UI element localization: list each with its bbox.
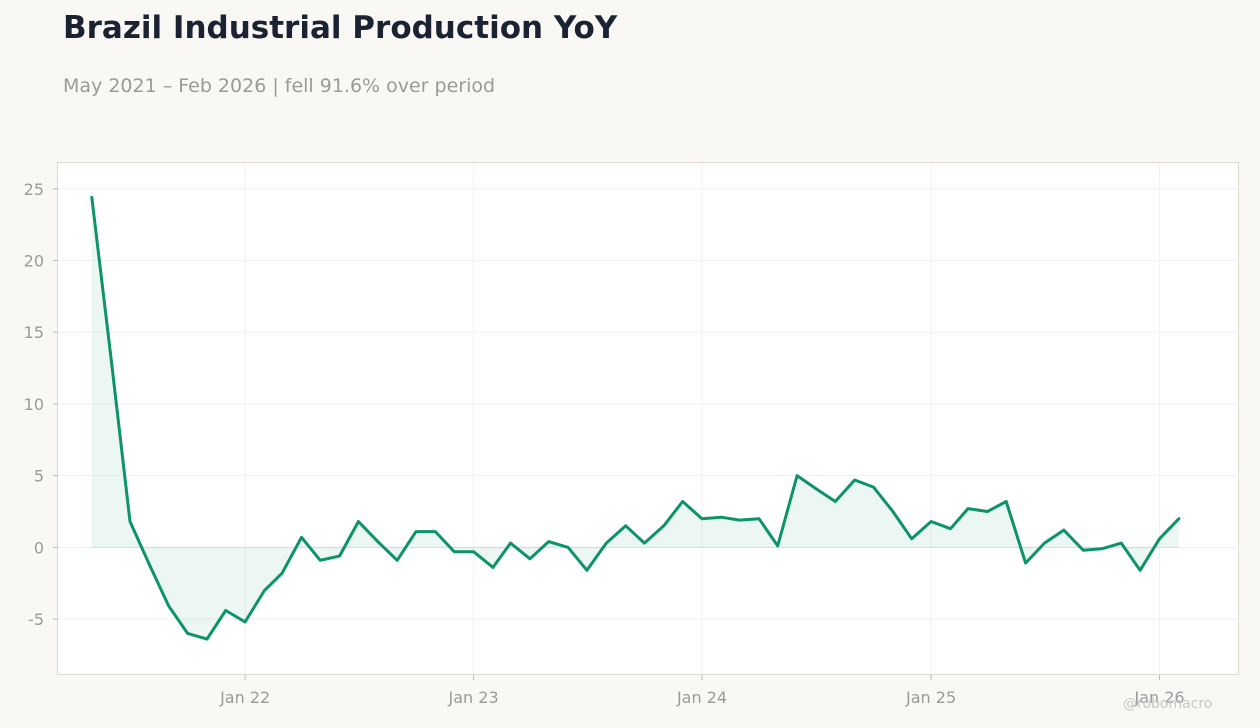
data-point (1158, 537, 1162, 541)
data-point (414, 530, 418, 534)
chart-subtitle: May 2021 – Feb 2026 | fell 91.6% over pe… (63, 75, 496, 97)
data-point (433, 530, 437, 534)
data-point (757, 517, 761, 521)
data-point (948, 527, 952, 531)
data-point (833, 499, 837, 503)
data-point (642, 541, 646, 545)
data-point (624, 524, 628, 528)
data-point (547, 540, 551, 544)
data-point (395, 558, 399, 562)
data-point (566, 545, 570, 549)
data-point (871, 485, 875, 489)
data-point (280, 571, 284, 575)
data-point (662, 524, 666, 528)
data-point (491, 565, 495, 569)
data-point (719, 515, 723, 519)
data-point (186, 631, 190, 635)
y-tick-label: 20 (24, 252, 44, 271)
data-point (585, 568, 589, 572)
data-point (338, 554, 342, 558)
data-point (452, 550, 456, 554)
data-point (604, 541, 608, 545)
chart-title: Brazil Industrial Production YoY (63, 10, 618, 46)
data-point (700, 517, 704, 521)
data-point (1004, 499, 1008, 503)
data-point (795, 474, 799, 478)
y-tick-label: 5 (34, 467, 44, 486)
data-point (90, 195, 94, 199)
data-point (1081, 548, 1085, 552)
data-point (224, 608, 228, 612)
data-point (205, 637, 209, 641)
data-point (1119, 541, 1123, 545)
watermark: @robomacro (1123, 696, 1213, 712)
data-point (263, 588, 267, 592)
series-layer (90, 195, 1181, 641)
data-point (738, 518, 742, 522)
y-tick-label: 25 (24, 180, 44, 199)
data-point (1177, 517, 1181, 521)
data-point (1062, 528, 1066, 532)
data-point (1042, 541, 1046, 545)
x-tick-label: Jan 22 (219, 688, 270, 707)
data-point (776, 544, 780, 548)
x-tick-label: Jan 26 (1133, 688, 1184, 707)
y-tick-label: 15 (24, 323, 44, 342)
data-point (985, 510, 989, 514)
data-point (508, 541, 512, 545)
data-point (929, 520, 933, 524)
data-point (167, 604, 171, 608)
data-point (299, 535, 303, 539)
grid (58, 163, 1239, 675)
data-point (814, 487, 818, 491)
data-point (1138, 568, 1142, 572)
x-tick-label: Jan 25 (905, 688, 956, 707)
x-tick-label: Jan 23 (448, 688, 499, 707)
data-point (910, 537, 914, 541)
data-point (376, 540, 380, 544)
data-point (356, 520, 360, 524)
data-point (109, 357, 113, 361)
y-tick-label: 0 (34, 538, 44, 557)
data-point (681, 499, 685, 503)
data-point (128, 520, 132, 524)
data-point (966, 507, 970, 511)
data-point (891, 510, 895, 514)
data-point (318, 558, 322, 562)
data-point (472, 550, 476, 554)
axes: 25 20 15 10 5 0 -5 Jan 22 Jan 23 Jan 24 Jan 25 Jan … (24, 180, 1185, 707)
y-tick-label: -5 (28, 610, 44, 629)
series-line (90, 195, 1181, 641)
data-point (853, 478, 857, 482)
plot-area (57, 162, 1239, 675)
data-point (528, 557, 532, 561)
data-point (1100, 547, 1104, 551)
y-tick-label: 10 (24, 395, 44, 414)
data-point (1024, 561, 1028, 565)
data-point (147, 563, 151, 567)
data-point (243, 620, 247, 624)
x-tick-label: Jan 24 (676, 688, 727, 707)
